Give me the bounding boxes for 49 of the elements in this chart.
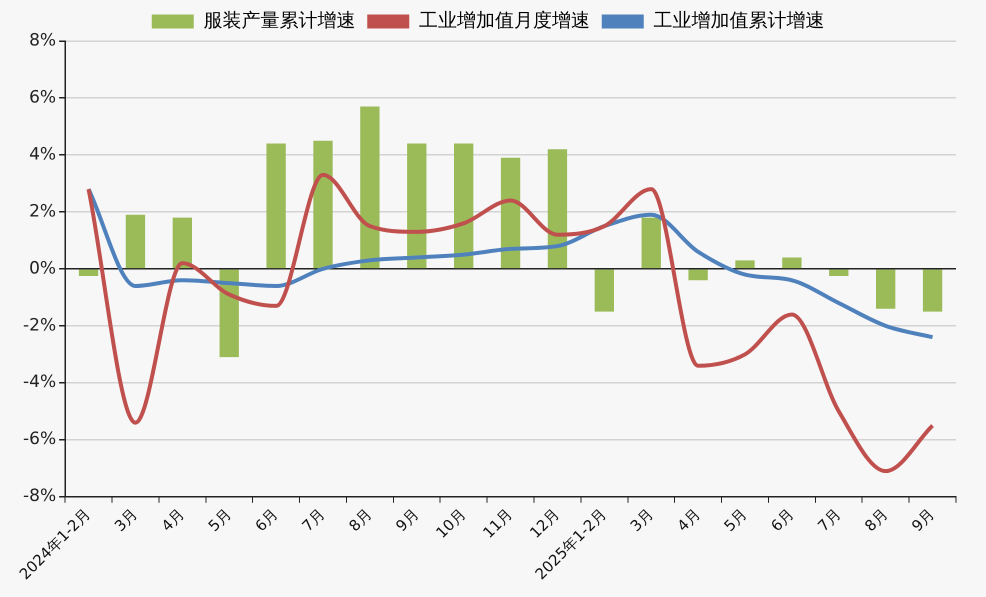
x-tick-label: 7月	[298, 504, 329, 536]
bar	[548, 149, 568, 268]
x-tick-label: 9月	[392, 504, 422, 536]
y-tick-label: 0%	[29, 258, 56, 278]
y-tick-label: -4%	[22, 372, 56, 392]
bar	[313, 140, 333, 268]
x-tick-label: 5月	[720, 504, 751, 536]
y-tick-label: -6%	[22, 429, 56, 450]
x-tick-label: 4月	[158, 504, 188, 536]
x-tick-label: 11月	[479, 504, 516, 542]
y-tick-label: 6%	[29, 87, 56, 108]
bar	[172, 218, 192, 268]
y-tick-label: -2%	[22, 315, 56, 336]
x-tick-label: 4月	[674, 504, 704, 536]
bar	[688, 270, 708, 280]
legend-label: 工业增加值累计增速	[653, 9, 824, 32]
bar	[876, 270, 896, 309]
x-tick-label: 8月	[861, 504, 892, 536]
bar	[500, 158, 520, 268]
legend-label: 服装产量累计增速	[203, 9, 356, 32]
bar	[642, 218, 661, 268]
bar	[454, 144, 474, 268]
x-tick-label: 6月	[252, 504, 282, 536]
bar	[360, 106, 380, 268]
x-tick-label: 12月	[526, 504, 564, 542]
legend-label: 工业增加值月度增速	[418, 9, 590, 32]
x-tick-label: 6月	[767, 504, 798, 536]
y-tick-label: 8%	[29, 30, 56, 50]
bar	[266, 144, 286, 268]
bar	[407, 144, 426, 268]
y-tick-label: 2%	[29, 201, 56, 222]
bar	[829, 270, 848, 276]
bar	[126, 214, 146, 268]
x-tick-label: 3月	[626, 504, 657, 536]
x-tick-label: 7月	[814, 504, 844, 536]
x-tick-label: 5月	[204, 504, 235, 536]
x-tick-label: 10月	[432, 504, 470, 542]
bar	[594, 270, 614, 312]
bar	[78, 270, 98, 276]
x-tick-label: 8月	[345, 504, 376, 536]
y-tick-label: 4%	[29, 144, 56, 164]
bar	[735, 260, 755, 268]
x-tick-label: 9月	[908, 504, 938, 536]
y-tick-label: -8%	[22, 486, 56, 506]
bar	[782, 257, 802, 268]
x-tick-label: 3月	[110, 504, 142, 536]
line-series	[86, 187, 935, 340]
bar	[922, 270, 942, 312]
line-series	[86, 172, 935, 474]
